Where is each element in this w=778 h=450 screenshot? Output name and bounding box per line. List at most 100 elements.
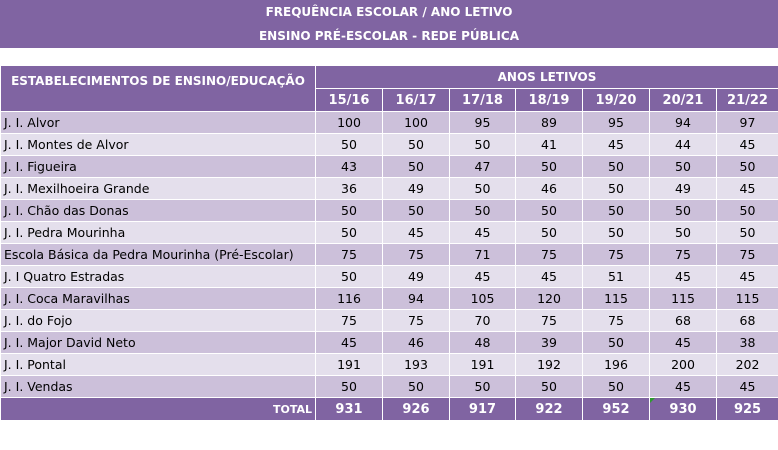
attendance-value: 50 <box>515 155 583 178</box>
title-banner: FREQUÊNCIA ESCOLAR / ANO LETIVO ENSINO P… <box>0 0 778 48</box>
attendance-value: 75 <box>715 243 778 266</box>
attendance-value: 50 <box>449 375 516 398</box>
total-value: 917 <box>449 397 516 421</box>
establishment-name: J. I. Chão das Donas <box>0 199 316 222</box>
attendance-value: 100 <box>382 111 450 134</box>
establishment-name: J. I. Vendas <box>0 375 316 398</box>
total-value: 926 <box>382 397 450 421</box>
attendance-value: 193 <box>382 353 450 376</box>
year-header: 18/19 <box>515 88 583 112</box>
attendance-value: 196 <box>582 353 650 376</box>
establishments-header: ESTABELECIMENTOS DE ENSINO/EDUCAÇÃO <box>0 65 316 112</box>
school-years-header: ANOS LETIVOS <box>314 65 778 89</box>
table-row: J. I. Pedra Mourinha 50 45 45 50 50 50 50 <box>0 221 778 244</box>
total-label: TOTAL <box>0 397 316 421</box>
establishment-name: J. I. Montes de Alvor <box>0 133 316 156</box>
attendance-table: ESTABELECIMENTOS DE ENSINO/EDUCAÇÃO ANOS… <box>0 65 778 421</box>
attendance-value: 45 <box>715 133 778 156</box>
attendance-value: 50 <box>515 221 583 244</box>
total-value: 931 <box>315 397 383 421</box>
establishment-name: J. I. Pontal <box>0 353 316 376</box>
attendance-value: 75 <box>582 309 650 332</box>
attendance-value: 50 <box>382 155 450 178</box>
attendance-value: 36 <box>315 177 383 200</box>
table-row: J. I. Alvor 100 100 95 89 95 94 97 <box>0 111 778 134</box>
attendance-value: 50 <box>382 133 450 156</box>
attendance-value: 50 <box>649 199 717 222</box>
attendance-value: 75 <box>515 243 583 266</box>
establishment-name: J. I Quatro Estradas <box>0 265 316 288</box>
table-row: J. I. Pontal 191 193 191 192 196 200 202 <box>0 353 778 376</box>
attendance-value: 94 <box>649 111 717 134</box>
attendance-value: 50 <box>582 177 650 200</box>
attendance-value: 116 <box>315 287 383 310</box>
table-row: Escola Básica da Pedra Mourinha (Pré-Esc… <box>0 243 778 266</box>
attendance-value: 50 <box>449 133 516 156</box>
attendance-value: 75 <box>315 243 383 266</box>
attendance-value: 50 <box>515 375 583 398</box>
attendance-value: 191 <box>315 353 383 376</box>
establishment-name: J. I. do Fojo <box>0 309 316 332</box>
attendance-value: 45 <box>449 265 516 288</box>
year-header: 20/21 <box>649 88 717 112</box>
attendance-value: 38 <box>715 331 778 354</box>
total-value: 952 <box>582 397 650 421</box>
table-row: J. I. do Fojo 75 75 70 75 75 68 68 <box>0 309 778 332</box>
table-row: J. I. Mexilhoeira Grande 36 49 50 46 50 49 45 <box>0 177 778 200</box>
attendance-value: 46 <box>382 331 450 354</box>
attendance-value: 45 <box>382 221 450 244</box>
establishment-name: J. I. Figueira <box>0 155 316 178</box>
attendance-value: 49 <box>649 177 717 200</box>
attendance-value: 45 <box>715 177 778 200</box>
year-header: 21/22 <box>715 88 778 112</box>
attendance-value: 45 <box>715 375 778 398</box>
attendance-value: 39 <box>515 331 583 354</box>
table-row: J. I. Coca Maravilhas 116 94 105 120 115 115 11… <box>0 287 778 310</box>
attendance-value: 105 <box>449 287 516 310</box>
attendance-value: 41 <box>515 133 583 156</box>
establishment-name: J. I. Major David Neto <box>0 331 316 354</box>
table-row: J. I. Major David Neto 45 46 48 39 50 45 38 <box>0 331 778 354</box>
attendance-value: 50 <box>582 331 650 354</box>
attendance-value: 50 <box>649 155 717 178</box>
table-row: J. I Quatro Estradas 50 49 45 45 51 45 45 <box>0 265 778 288</box>
attendance-value: 45 <box>715 265 778 288</box>
attendance-value: 50 <box>315 221 383 244</box>
attendance-value: 50 <box>582 155 650 178</box>
total-value: 930 <box>649 397 717 421</box>
attendance-value: 50 <box>715 199 778 222</box>
attendance-value: 50 <box>582 221 650 244</box>
attendance-value: 120 <box>515 287 583 310</box>
attendance-value: 50 <box>315 133 383 156</box>
year-header: 16/17 <box>382 88 450 112</box>
attendance-value: 45 <box>649 331 717 354</box>
total-row: TOTAL 931 926 917 922 952 930 925 <box>0 397 778 421</box>
attendance-value: 50 <box>582 199 650 222</box>
attendance-value: 50 <box>649 221 717 244</box>
year-header: 17/18 <box>449 88 516 112</box>
attendance-value: 75 <box>382 309 450 332</box>
attendance-value: 50 <box>315 375 383 398</box>
establishment-name: J. I. Mexilhoeira Grande <box>0 177 316 200</box>
attendance-value: 47 <box>449 155 516 178</box>
attendance-value: 50 <box>582 375 650 398</box>
establishment-name: Escola Básica da Pedra Mourinha (Pré-Esc… <box>0 243 316 266</box>
table-row: J. I. Vendas 50 50 50 50 50 45 45 <box>0 375 778 398</box>
attendance-value: 48 <box>449 331 516 354</box>
attendance-value: 45 <box>315 331 383 354</box>
attendance-value: 45 <box>515 265 583 288</box>
attendance-value: 50 <box>382 199 450 222</box>
attendance-value: 50 <box>382 375 450 398</box>
attendance-value: 51 <box>582 265 650 288</box>
attendance-value: 68 <box>649 309 717 332</box>
attendance-value: 115 <box>715 287 778 310</box>
total-value: 925 <box>715 397 778 421</box>
total-value: 922 <box>515 397 583 421</box>
attendance-value: 115 <box>649 287 717 310</box>
attendance-value: 75 <box>582 243 650 266</box>
attendance-value: 50 <box>715 221 778 244</box>
attendance-value: 50 <box>315 199 383 222</box>
establishment-name: J. I. Alvor <box>0 111 316 134</box>
attendance-value: 45 <box>449 221 516 244</box>
attendance-value: 95 <box>582 111 650 134</box>
